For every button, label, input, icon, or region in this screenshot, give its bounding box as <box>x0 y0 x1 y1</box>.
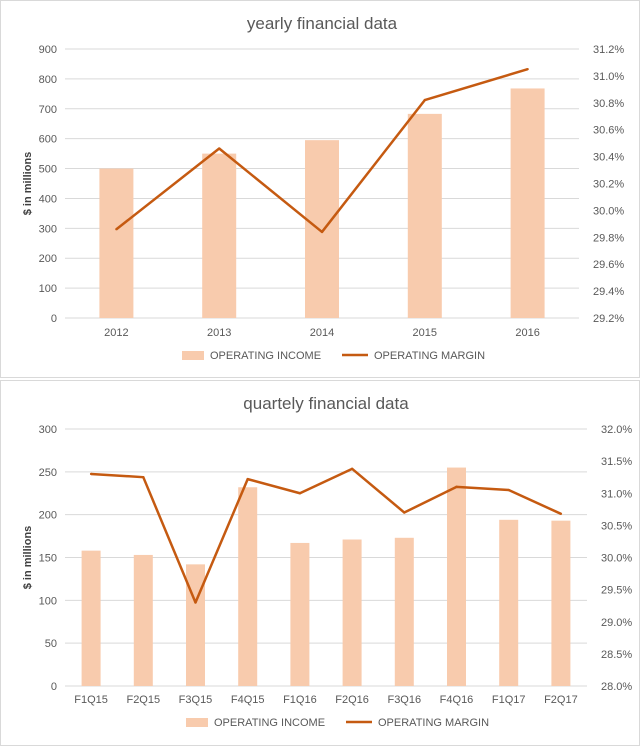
y-tick-label: 100 <box>39 595 57 607</box>
y2-tick-label: 30.0% <box>593 205 624 217</box>
bar-operating-income <box>394 537 414 686</box>
y-tick-label: 200 <box>39 253 57 265</box>
yearly-chart-panel: yearly financial data 0 100 200 300 400 500 600… <box>0 0 640 378</box>
y2-tick-label: 29.6% <box>593 259 624 271</box>
bar-operating-income <box>81 550 101 686</box>
y2-tick-label: 30.5% <box>601 520 632 532</box>
bar-operating-income <box>133 554 153 686</box>
point-operating-margin <box>423 98 426 102</box>
y-tick-label: 600 <box>39 134 57 146</box>
x-tick-label: F2Q17 <box>544 694 578 706</box>
y2-tick-label: 30.2% <box>593 179 624 191</box>
y2-tick-label: 30.4% <box>593 152 624 164</box>
point-operating-margin <box>246 477 249 481</box>
point-operating-margin <box>115 228 118 231</box>
y-tick-label: 300 <box>39 223 57 235</box>
legend-label-operating-margin: OPERATING MARGIN <box>378 717 489 729</box>
quarterly-chart: quartely financial data 0 50 100 150 200 250 30… <box>22 394 632 729</box>
line-operating-margin <box>91 467 562 604</box>
y2-tick-label: 30.6% <box>593 125 624 137</box>
x-tick-label: 2012 <box>104 327 128 339</box>
x-tick-label: F4Q15 <box>231 694 265 706</box>
legend-swatch-operating-income <box>186 718 208 727</box>
y-tick-label: 400 <box>39 193 57 205</box>
bar-operating-income <box>99 168 134 318</box>
bar-operating-income <box>447 467 466 686</box>
y2-tick-label: 29.5% <box>601 585 632 597</box>
quarterly-chart-panel: quartely financial data 0 50 100 150 200 250 30… <box>0 380 640 746</box>
y-tick-label: 700 <box>39 104 57 116</box>
bar-operating-income <box>551 520 571 686</box>
x-tick-label: F1Q15 <box>74 694 108 706</box>
y2-tick-label: 29.0% <box>601 617 632 629</box>
x-tick-label: 2013 <box>207 327 231 339</box>
x-tick-label: F1Q16 <box>283 694 317 706</box>
point-operating-margin <box>403 511 406 514</box>
legend-swatch-operating-income <box>182 351 204 360</box>
y-tick-label: 200 <box>39 510 57 522</box>
point-operating-margin <box>298 492 302 495</box>
bar-operating-income <box>407 113 442 318</box>
point-operating-margin <box>89 472 93 476</box>
bar-operating-income <box>186 564 205 686</box>
legend-label-operating-margin: OPERATING MARGIN <box>374 350 485 362</box>
y2-tick-label: 30.0% <box>601 553 632 565</box>
y2-tick-label: 31.2% <box>593 44 624 56</box>
point-operating-margin <box>320 230 324 234</box>
x-tick-label: 2015 <box>413 327 437 339</box>
bar-operating-income <box>305 140 339 318</box>
point-operating-margin <box>142 475 145 479</box>
yearly-chart: yearly financial data 0 100 200 300 400 500 600… <box>22 14 624 362</box>
bar-operating-income <box>290 542 310 686</box>
x-tick-label: F3Q15 <box>179 694 213 706</box>
x-tick-label: F3Q16 <box>387 694 421 706</box>
y2-tick-label: 31.0% <box>601 488 632 500</box>
y-tick-label: 800 <box>39 74 57 86</box>
x-tick-label: F2Q16 <box>335 694 369 706</box>
point-operating-margin <box>455 485 458 489</box>
bar-operating-income <box>510 88 545 318</box>
y-tick-label: 100 <box>39 283 57 295</box>
point-operating-margin <box>559 512 563 516</box>
bar-operating-income <box>202 153 237 318</box>
bar-operating-income <box>238 487 258 686</box>
y-tick-label: 300 <box>39 424 57 436</box>
y2-tick-label: 29.4% <box>593 286 624 298</box>
y2-tick-label: 30.8% <box>593 98 624 110</box>
bar-operating-income <box>342 539 362 686</box>
point-operating-margin <box>218 147 221 150</box>
y-axis-label: $ in millions <box>22 152 34 216</box>
y2-tick-label: 29.2% <box>593 313 624 325</box>
x-tick-label: F2Q15 <box>126 694 160 706</box>
point-operating-margin <box>194 601 197 604</box>
chart-title: quartely financial data <box>243 394 409 413</box>
bar-operating-income <box>499 519 519 686</box>
y-tick-label: 250 <box>39 467 57 479</box>
point-operating-margin <box>526 67 529 71</box>
y2-tick-label: 28.0% <box>601 681 632 693</box>
y-tick-label: 0 <box>51 313 57 325</box>
y-tick-label: 150 <box>39 553 57 565</box>
y2-tick-label: 31.0% <box>593 71 624 83</box>
point-operating-margin <box>350 467 354 471</box>
x-tick-label: 2014 <box>310 327 334 339</box>
y2-tick-label: 28.5% <box>601 649 632 661</box>
y2-tick-label: 32.0% <box>601 424 632 436</box>
legend-label-operating-income: OPERATING INCOME <box>210 350 321 362</box>
y-tick-label: 900 <box>39 44 57 56</box>
chart-title: yearly financial data <box>247 14 398 33</box>
y-tick-label: 50 <box>45 638 57 650</box>
x-tick-label: F1Q17 <box>492 694 526 706</box>
y2-tick-label: 29.8% <box>593 232 624 244</box>
point-operating-margin <box>507 488 510 492</box>
y-tick-label: 0 <box>51 681 57 693</box>
x-tick-label: 2016 <box>515 327 539 339</box>
y-axis-label: $ in millions <box>22 526 34 590</box>
legend-label-operating-income: OPERATING INCOME <box>214 717 325 729</box>
y-tick-label: 500 <box>39 164 57 176</box>
x-tick-label: F4Q16 <box>440 694 474 706</box>
y2-tick-label: 31.5% <box>601 456 632 468</box>
